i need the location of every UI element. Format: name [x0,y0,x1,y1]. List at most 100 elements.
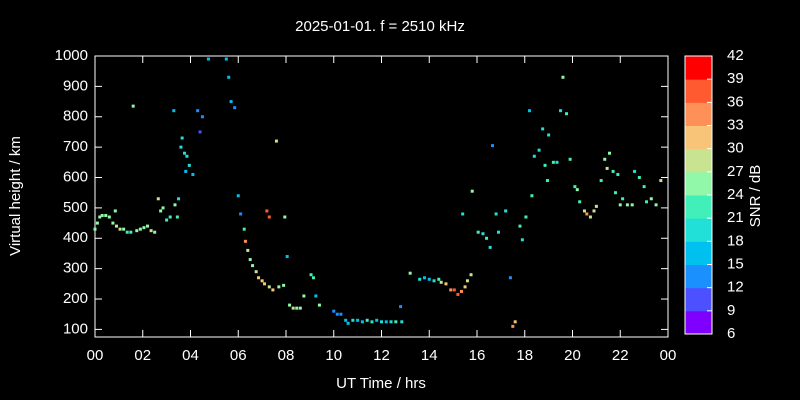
point [200,115,204,119]
point [530,194,534,198]
point [543,163,547,167]
point [491,144,495,148]
point [637,176,641,180]
colorbar-label: SNR / dB [747,165,764,228]
point [494,212,498,216]
point [302,294,306,298]
point [399,305,403,309]
point [633,169,637,173]
x-axis-label: UT Time / hrs [336,375,426,392]
point [645,200,649,204]
point [309,273,313,277]
x-tick-label: 16 [469,347,486,364]
point [260,279,264,283]
point [283,215,287,219]
point [100,213,104,217]
colorbar-band [685,195,712,219]
y-tick-label: 400 [63,229,88,246]
colorbar-tick-label: 24 [727,186,744,203]
point [465,279,469,283]
point [582,209,586,213]
point [172,109,176,113]
x-tick-label: 14 [421,347,438,364]
y-tick-label: 500 [63,199,88,216]
point [335,312,339,316]
x-tick-label: 04 [182,347,199,364]
point [605,166,609,170]
point [408,271,412,275]
point [578,200,582,204]
point [389,320,393,324]
point [470,189,474,193]
x-tick-label: 06 [230,347,247,364]
colorbar-tick-label: 39 [727,70,744,87]
point [485,236,489,240]
point [481,232,485,236]
point [175,215,179,219]
point [400,320,404,324]
point [511,324,515,328]
point [380,320,383,324]
point [437,277,441,281]
point [520,238,524,242]
point [559,109,563,113]
point [588,215,592,219]
point [625,203,629,207]
point [198,130,202,134]
point [142,226,146,230]
x-tick-label: 00 [660,347,677,364]
point [168,215,172,219]
point [575,188,579,192]
point [476,230,480,234]
colorbar-tick-label: 27 [727,163,744,180]
point [246,248,250,252]
chart-title: 2025-01-01. f = 2510 kHz [295,18,465,35]
y-tick-label: 1000 [55,47,88,64]
point [621,197,625,201]
point [452,288,456,292]
point [274,139,278,143]
point [153,230,157,234]
point [427,277,431,281]
point [288,303,292,307]
point [630,203,634,207]
point [248,258,252,262]
point [177,197,181,201]
point [285,254,289,258]
point [449,288,453,292]
point [375,318,379,322]
y-tick-label: 200 [63,290,88,307]
point [131,104,135,108]
point [603,157,607,161]
point [173,203,177,207]
point [469,273,473,277]
point [251,264,255,268]
point [187,163,191,167]
point [314,294,318,298]
point [608,151,612,155]
x-tick-label: 18 [516,347,533,364]
colorbar-tick-label: 30 [727,140,744,157]
point [129,230,133,234]
colorbar-tick-label: 33 [727,116,744,133]
point [508,276,512,280]
point [107,215,111,219]
point [277,285,281,289]
point [488,245,492,249]
point [271,288,275,292]
point [191,172,195,176]
point [504,209,508,213]
point [184,169,188,173]
point [594,204,598,208]
y-tick-label: 900 [63,77,88,94]
point [311,276,315,280]
point [236,194,240,198]
point [463,285,467,289]
x-tick-label: 10 [325,347,342,364]
colorbar-tick-label: 21 [727,209,744,226]
point [654,203,658,207]
point [113,209,117,213]
y-tick-label: 100 [63,320,88,337]
point [547,133,551,137]
point [122,227,126,231]
